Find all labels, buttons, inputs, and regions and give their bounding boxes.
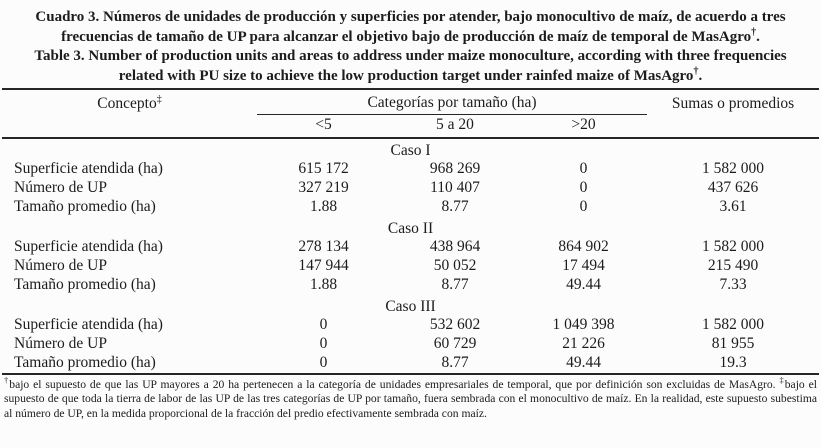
subheader-empty — [647, 114, 820, 139]
footnote-2-text: bajo el supuesto de que toda la tierra d… — [4, 378, 817, 420]
cell-value: 532 602 — [429, 316, 481, 333]
cell-value: 0 — [579, 198, 588, 215]
caption-en-line2-text: related with PU size to achieve the low … — [118, 67, 694, 84]
section-title: Caso III — [385, 298, 436, 315]
row-label: Superficie atendida (ha) — [14, 160, 163, 177]
subheader-5a20: 5 a 20 — [390, 114, 520, 139]
cell-value: 8.77 — [441, 276, 469, 293]
cell-value: 278 134 — [298, 238, 349, 255]
caption-en-line2: related with PU size to achieve the low … — [2, 65, 819, 87]
cell-value: 1.88 — [309, 276, 338, 293]
row-label: Número de UP — [14, 257, 107, 274]
cell-value: 0 — [579, 179, 588, 196]
caption-es-line1: Cuadro 3. Números de unidades de producc… — [35, 9, 786, 25]
row-label: Superficie atendida (ha) — [14, 316, 163, 333]
cell-value: 19.3 — [719, 354, 747, 371]
table-row: Superficie atendida (ha) 278 134 438 964… — [2, 238, 819, 257]
row-label: Número de UP — [14, 335, 107, 352]
cell-value: 3.61 — [719, 198, 747, 215]
cell-value: 110 407 — [430, 179, 480, 196]
cell-value: 7.33 — [719, 276, 747, 293]
cell-value: 81 955 — [711, 335, 755, 352]
cell-value: 0 — [579, 160, 588, 177]
table-row: Número de UP 147 944 50 052 17 494 215 4… — [2, 257, 819, 276]
cell-value: 864 902 — [558, 238, 609, 255]
section-header-caso-3: Caso III — [2, 295, 819, 316]
table-subheader-row: <5 5 a 20 >20 — [2, 114, 820, 139]
table-caption: Cuadro 3. Números de unidades de producc… — [2, 8, 819, 86]
caption-es-line2: frecuencias de tamaño de UP para alcanza… — [2, 26, 819, 48]
cell-value: 0 — [319, 354, 328, 371]
cell-value: 327 219 — [298, 179, 349, 196]
cell-value: 49.44 — [566, 276, 601, 293]
header-concepto: Concepto‡ — [2, 89, 257, 115]
table-row: Número de UP 327 219 110 407 0 437 626 — [2, 179, 819, 198]
table-row: Tamaño promedio (ha) 0 8.77 49.44 19.3 — [2, 354, 819, 374]
cell-value: 0 — [319, 335, 328, 352]
cell-value: 215 490 — [707, 257, 759, 274]
double-dagger-symbol: ‡ — [156, 93, 162, 105]
caption-en-line1: Table 3. Number of production units and … — [34, 48, 787, 64]
cell-value: 1 049 398 — [552, 316, 615, 333]
header-concepto-text: Concepto — [97, 94, 157, 112]
header-categorias: Categorías por tamaño (ha) — [257, 89, 648, 115]
table-header-row: Concepto‡ Categorías por tamaño (ha) Sum… — [2, 89, 819, 115]
table-row: Tamaño promedio (ha) 1.88 8.77 0 3.61 — [2, 198, 819, 217]
table-row: Número de UP 0 60 729 21 226 81 955 — [2, 335, 819, 354]
subheader-lt5: <5 — [257, 114, 390, 139]
cell-value: 437 626 — [707, 179, 759, 196]
cell-value: 0 — [319, 316, 328, 333]
table-row: Tamaño promedio (ha) 1.88 8.77 49.44 7.3… — [2, 276, 819, 295]
footnote-1-text: bajo el supuesto de que las UP mayores a… — [9, 378, 780, 391]
cell-value: 968 269 — [429, 160, 481, 177]
table-footnotes: †bajo el supuesto de que las UP mayores … — [4, 375, 817, 421]
row-label: Tamaño promedio (ha) — [14, 354, 156, 371]
cell-value: 17 494 — [562, 257, 605, 274]
dagger-symbol: † — [751, 26, 757, 38]
row-label: Tamaño promedio (ha) — [14, 276, 156, 293]
table-row: Superficie atendida (ha) 615 172 968 269… — [2, 160, 819, 179]
caption-en-period: . — [698, 67, 703, 84]
row-label: Superficie atendida (ha) — [14, 238, 163, 255]
header-sumas: Sumas o promedios — [671, 94, 795, 112]
row-label: Número de UP — [14, 179, 107, 196]
section-header-caso-2: Caso II — [2, 217, 819, 238]
section-header-caso-1: Caso I — [2, 138, 819, 160]
double-dagger-symbol: ‡ — [779, 375, 785, 386]
subheader-empty — [2, 114, 257, 139]
section-title: Caso I — [390, 142, 431, 159]
cell-value: 1.88 — [309, 198, 338, 215]
section-title: Caso II — [387, 220, 434, 237]
cell-value: 8.77 — [441, 198, 469, 215]
cell-value: 49.44 — [566, 354, 601, 371]
cell-value: 50 052 — [433, 257, 477, 274]
cell-value: 60 729 — [433, 335, 477, 352]
cell-value: 1 582 000 — [702, 160, 765, 177]
cell-value: 615 172 — [298, 160, 349, 177]
cell-value: 1 582 000 — [702, 316, 765, 333]
cell-value: 21 226 — [562, 335, 605, 352]
row-label: Tamaño promedio (ha) — [14, 198, 156, 215]
subheader-gt20: >20 — [520, 114, 648, 139]
caption-es-line2-text: frecuencias de tamaño de UP para alcanza… — [61, 28, 752, 45]
dagger-symbol: † — [693, 65, 699, 77]
data-table: Concepto‡ Categorías por tamaño (ha) Sum… — [2, 88, 820, 375]
cell-value: 1 582 000 — [702, 238, 765, 255]
cell-value: 147 944 — [298, 257, 349, 274]
cell-value: 438 964 — [429, 238, 481, 255]
table-row: Superficie atendida (ha) 0 532 602 1 049… — [2, 316, 819, 335]
caption-es-period: . — [756, 28, 760, 45]
dagger-symbol: † — [4, 375, 10, 386]
cell-value: 8.77 — [441, 354, 469, 371]
